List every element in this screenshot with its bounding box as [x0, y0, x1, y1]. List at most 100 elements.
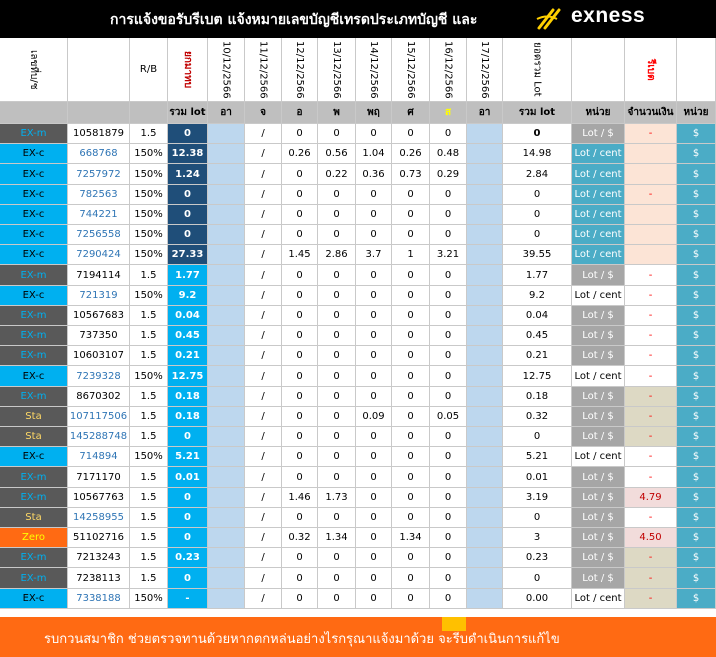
- account-number[interactable]: 10581879: [68, 124, 130, 144]
- account-number[interactable]: 714894: [68, 447, 130, 467]
- header-blank: [68, 38, 130, 102]
- daily-lot: 0: [356, 306, 392, 326]
- subheader-total-lot: รวม lot: [503, 102, 572, 124]
- account-number[interactable]: 7194114: [68, 265, 130, 286]
- daily-lot: 0: [392, 387, 430, 407]
- account-number[interactable]: 10567763: [68, 488, 130, 508]
- carried-lot: 1.24: [168, 164, 208, 185]
- account-type-badge: EX-m: [0, 346, 68, 366]
- rebate-rate: 1.5: [130, 387, 168, 407]
- daily-lot: 0: [318, 568, 356, 589]
- daily-lot: /: [245, 164, 282, 185]
- account-number[interactable]: 7257972: [68, 164, 130, 185]
- subheader-carried-lot: รวม lot: [168, 102, 208, 124]
- daily-lot: 0: [356, 589, 392, 609]
- daily-lot: /: [245, 528, 282, 548]
- account-number[interactable]: 51102716: [68, 528, 130, 548]
- subheader-day: พฤ: [356, 102, 392, 124]
- carried-lot: 0.01: [168, 467, 208, 488]
- header-carried: ยกมาทบ: [168, 38, 208, 102]
- daily-lot: 0: [318, 366, 356, 387]
- account-number[interactable]: 668768: [68, 144, 130, 164]
- daily-lot: 0: [356, 508, 392, 528]
- header-blank: [677, 38, 716, 102]
- daily-lot: [208, 387, 245, 407]
- carried-lot: 12.75: [168, 366, 208, 387]
- header-date: 15/12/2566: [392, 38, 430, 102]
- daily-lot: [208, 185, 245, 205]
- daily-lot: 0: [282, 427, 318, 447]
- rebate-rate: 1.5: [130, 548, 168, 568]
- account-number[interactable]: 721319: [68, 286, 130, 306]
- daily-lot: /: [245, 205, 282, 225]
- daily-lot: [467, 427, 503, 447]
- lot-unit: Lot / $: [572, 528, 625, 548]
- account-number[interactable]: 7256558: [68, 225, 130, 245]
- currency-unit: $: [677, 488, 716, 508]
- carried-lot: 0.18: [168, 387, 208, 407]
- header-rb: R/B: [130, 38, 168, 102]
- daily-lot: [467, 185, 503, 205]
- rebate-rate: 150%: [130, 144, 168, 164]
- carried-lot: 12.38: [168, 144, 208, 164]
- daily-lot: 0: [392, 205, 430, 225]
- daily-lot: /: [245, 326, 282, 346]
- account-number[interactable]: 10603107: [68, 346, 130, 366]
- rebate-rate: 1.5: [130, 568, 168, 589]
- daily-lot: [208, 286, 245, 306]
- daily-lot: [208, 245, 245, 265]
- daily-lot: 0: [392, 467, 430, 488]
- rebate-rate: 1.5: [130, 124, 168, 144]
- account-number[interactable]: 14258955: [68, 508, 130, 528]
- daily-lot: [467, 245, 503, 265]
- lot-unit: Lot / $: [572, 346, 625, 366]
- daily-lot: 0.09: [356, 407, 392, 427]
- daily-lot: [467, 508, 503, 528]
- account-number[interactable]: 744221: [68, 205, 130, 225]
- daily-lot: 0: [318, 387, 356, 407]
- carried-lot: 0.04: [168, 306, 208, 326]
- account-number[interactable]: 7213243: [68, 548, 130, 568]
- header-date: 13/12/2566: [318, 38, 356, 102]
- account-number[interactable]: 145288748: [68, 427, 130, 447]
- subheader-day: อา: [467, 102, 503, 124]
- account-number[interactable]: 7338188: [68, 589, 130, 609]
- account-number[interactable]: 10567683: [68, 306, 130, 326]
- account-number[interactable]: 107117506: [68, 407, 130, 427]
- currency-unit: $: [677, 306, 716, 326]
- daily-lot: /: [245, 286, 282, 306]
- account-number[interactable]: 737350: [68, 326, 130, 346]
- account-type-badge: EX-c: [0, 225, 68, 245]
- daily-lot: [208, 265, 245, 286]
- account-number[interactable]: 7239328: [68, 366, 130, 387]
- daily-lot: 0: [430, 185, 467, 205]
- total-lot: 2.84: [503, 164, 572, 185]
- rebate-rate: 1.5: [130, 508, 168, 528]
- daily-lot: 0: [318, 286, 356, 306]
- account-number[interactable]: 7290424: [68, 245, 130, 265]
- account-number[interactable]: 7238113: [68, 568, 130, 589]
- daily-lot: [467, 366, 503, 387]
- daily-lot: 0: [282, 447, 318, 467]
- daily-lot: 0: [318, 427, 356, 447]
- account-number[interactable]: 782563: [68, 185, 130, 205]
- account-number[interactable]: 7171170: [68, 467, 130, 488]
- total-lot: 9.2: [503, 286, 572, 306]
- daily-lot: [208, 427, 245, 447]
- total-lot: 0.18: [503, 387, 572, 407]
- daily-lot: [208, 225, 245, 245]
- daily-lot: 0: [356, 326, 392, 346]
- daily-lot: /: [245, 185, 282, 205]
- daily-lot: 0: [318, 589, 356, 609]
- daily-lot: 0.29: [430, 164, 467, 185]
- account-type-badge: EX-m: [0, 488, 68, 508]
- daily-lot: 0: [392, 366, 430, 387]
- daily-lot: [208, 164, 245, 185]
- daily-lot: [208, 366, 245, 387]
- header-date: 14/12/2566: [356, 38, 392, 102]
- daily-lot: /: [245, 225, 282, 245]
- daily-lot: 0: [282, 205, 318, 225]
- daily-lot: /: [245, 548, 282, 568]
- daily-lot: 0.26: [392, 144, 430, 164]
- account-number[interactable]: 8670302: [68, 387, 130, 407]
